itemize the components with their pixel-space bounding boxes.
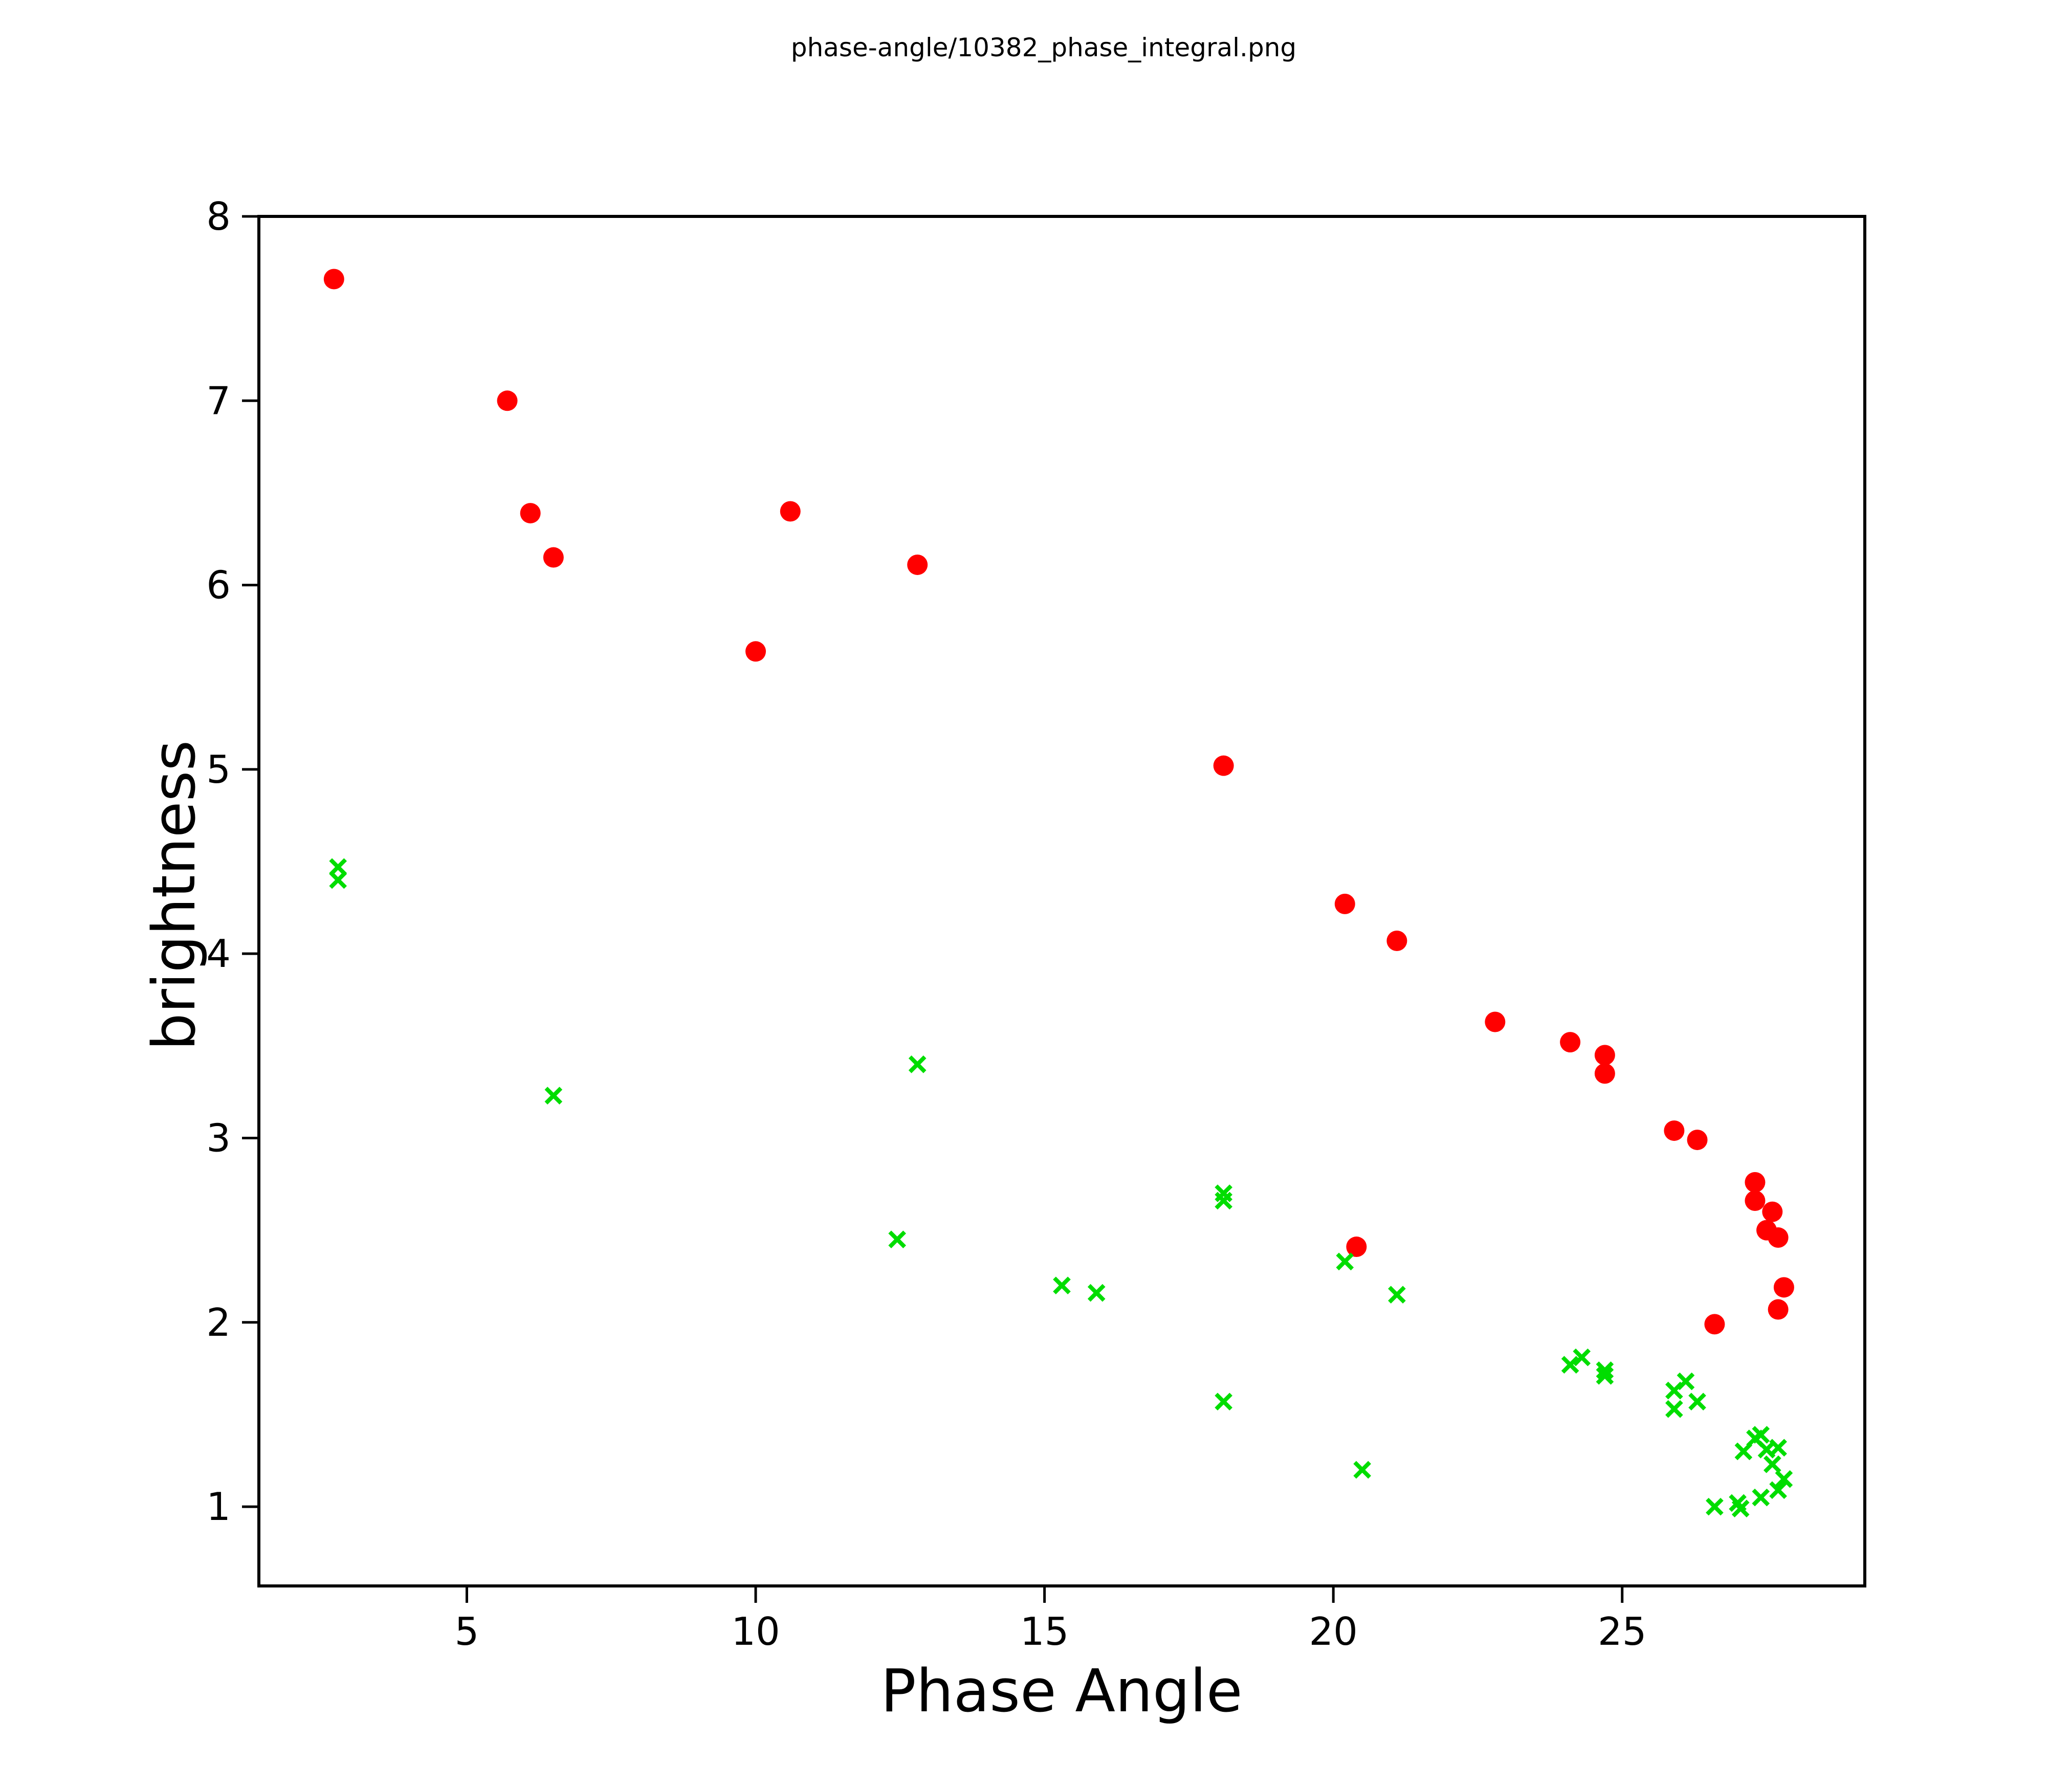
plot-frame (257, 215, 1866, 1587)
green-x-point (1769, 1439, 1787, 1457)
red-circle-point (1334, 893, 1355, 914)
red-circle-point (1594, 1063, 1615, 1084)
green-x-point (1336, 1252, 1354, 1271)
y-tick-label: 2 (206, 1300, 231, 1345)
red-circle-point (323, 269, 344, 290)
x-tick-label: 20 (1309, 1609, 1357, 1654)
red-circle-point (1664, 1120, 1685, 1141)
red-circle-point (1560, 1032, 1581, 1053)
y-tick-label: 4 (206, 931, 231, 976)
red-circle-point (745, 641, 766, 662)
red-circle-point (1768, 1227, 1789, 1248)
green-x-point (908, 1055, 927, 1073)
green-scatter-series (329, 858, 1793, 1518)
green-x-point (329, 858, 347, 876)
green-x-point (329, 871, 347, 889)
green-x-point (1215, 1192, 1232, 1210)
green-x-point (1215, 1393, 1232, 1411)
green-x-point (1764, 1455, 1781, 1473)
green-x-point (1775, 1470, 1793, 1488)
green-x-point (1731, 1499, 1750, 1518)
y-axis-label: brightness (140, 740, 209, 1051)
red-circle-point (1485, 1011, 1506, 1032)
green-x-point (1087, 1284, 1106, 1302)
y-tick-label: 7 (206, 378, 231, 423)
green-x-point (1561, 1356, 1579, 1374)
green-x-point (1353, 1461, 1371, 1479)
x-tick-label: 15 (1020, 1609, 1069, 1654)
green-x-point (1706, 1497, 1724, 1516)
green-x-point (1596, 1366, 1614, 1385)
chart-title: phase-angle/10382_phase_integral.png (791, 33, 1296, 62)
x-axis-label: Phase Angle (880, 1657, 1242, 1726)
red-circle-point (497, 390, 518, 411)
green-x-point (1752, 1426, 1770, 1444)
red-circle-point (907, 554, 928, 575)
red-circle-point (1704, 1314, 1725, 1335)
x-tick-label: 5 (455, 1609, 479, 1654)
red-circle-point (1773, 1277, 1794, 1298)
green-x-point (1677, 1372, 1695, 1391)
red-scatter-series (323, 269, 1794, 1335)
green-x-point (1665, 1400, 1683, 1418)
green-x-point (1688, 1393, 1706, 1411)
red-circle-point (1594, 1045, 1615, 1066)
red-circle-point (1745, 1190, 1766, 1211)
red-circle-point (780, 501, 801, 522)
y-tick-label: 6 (206, 563, 231, 608)
y-tick-label: 1 (206, 1484, 231, 1529)
y-tick-label: 5 (206, 747, 231, 792)
red-circle-point (1762, 1201, 1783, 1222)
green-x-point (1573, 1348, 1591, 1366)
x-tick-label: 10 (731, 1609, 780, 1654)
red-circle-point (1213, 755, 1234, 776)
y-axis-ticks: 1 2 3 4 5 6 7 8 (206, 194, 259, 1529)
green-x-point (1769, 1481, 1787, 1499)
y-tick-label: 8 (206, 194, 231, 239)
red-circle-point (1687, 1130, 1708, 1151)
green-x-point (1388, 1286, 1406, 1304)
red-circle-point (1346, 1237, 1367, 1257)
green-x-point (544, 1087, 563, 1105)
x-axis-ticks: 5 10 15 20 25 (455, 1586, 1646, 1654)
x-tick-label: 25 (1598, 1609, 1646, 1654)
green-x-point (1053, 1276, 1071, 1295)
green-x-point (1752, 1488, 1770, 1507)
green-x-point (1596, 1361, 1614, 1379)
red-circle-point (543, 547, 564, 568)
red-circle-point (1386, 930, 1407, 951)
red-circle-point (1745, 1172, 1766, 1193)
y-tick-label: 3 (206, 1115, 231, 1160)
red-circle-point (1768, 1299, 1789, 1320)
red-circle-point (520, 503, 541, 524)
green-x-point (888, 1230, 907, 1248)
